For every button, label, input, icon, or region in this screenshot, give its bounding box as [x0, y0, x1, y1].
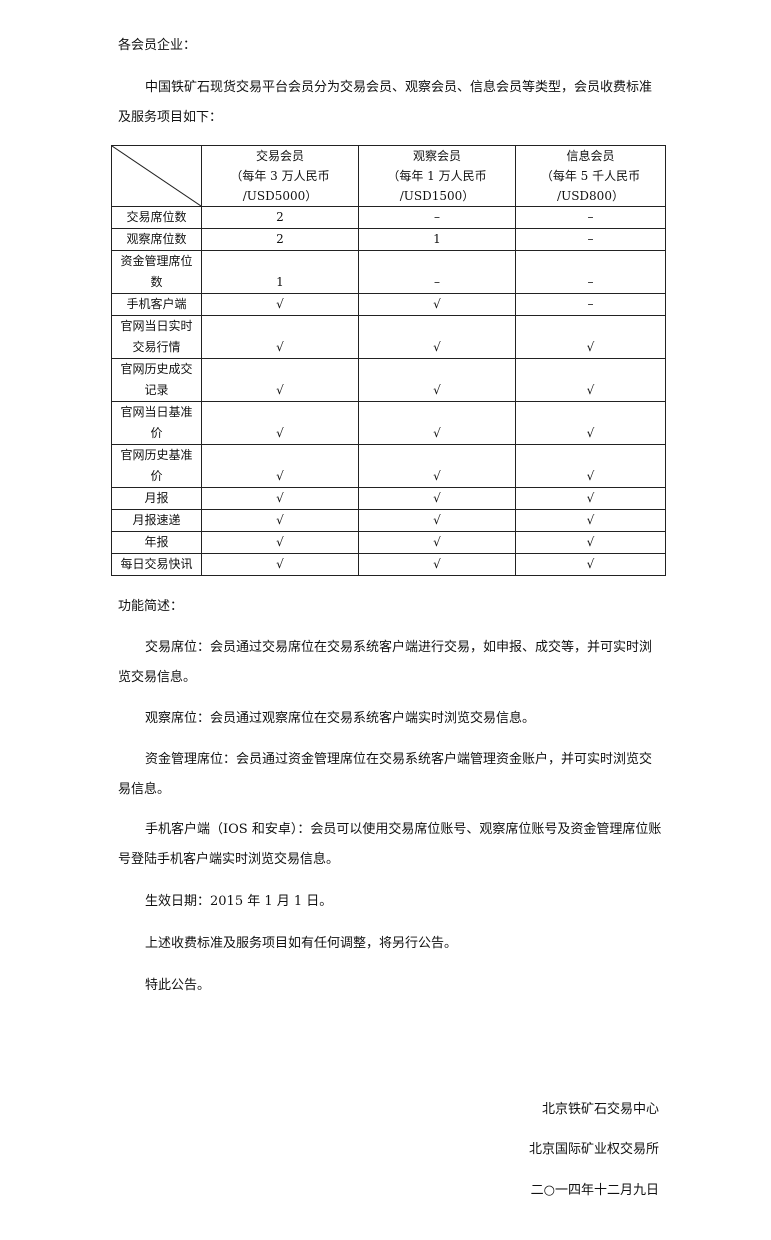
- row-label: 官网历史成交记录: [111, 358, 202, 402]
- row-label: 观察席位数: [111, 228, 202, 251]
- table-row: 月报 √ √ √: [111, 487, 666, 510]
- functions-heading: 功能简述：: [118, 599, 184, 614]
- table-cell: √: [358, 487, 516, 510]
- table-header-row: 交易会员 （每年 3 万人民币/USD5000） 观察会员 （每年 1 万人民币/U…: [111, 145, 666, 207]
- table-cell: √: [201, 358, 359, 402]
- table-cell: 2: [201, 228, 359, 251]
- table-row: 官网当日实时交易行情 √ √ √: [111, 315, 666, 359]
- row-label: 官网当日实时交易行情: [111, 315, 202, 359]
- table-cell: –: [515, 206, 666, 229]
- table-cell: √: [201, 531, 359, 554]
- paragraph-mobile-client: 手机客户端（IOS 和安卓）：会员可以使用交易席位账号、观察席位账号及资金管理席…: [118, 822, 662, 867]
- table-row: 年报 √ √ √: [111, 531, 666, 554]
- table-cell: –: [515, 228, 666, 251]
- table-cell: √: [358, 401, 516, 445]
- table-row: 每日交易快讯 √ √ √: [111, 553, 666, 576]
- salutation: 各会员企业：: [118, 38, 197, 53]
- table-cell: 2: [201, 206, 359, 229]
- row-label: 年报: [111, 531, 202, 554]
- table-row: 手机客户端 √ √ –: [111, 293, 666, 316]
- paragraph-fund-seat: 资金管理席位：会员通过资金管理席位在交易系统客户端管理资金账户，并可实时浏览交易…: [118, 752, 653, 797]
- column-header-observer-member: 观察会员 （每年 1 万人民币/USD1500）: [358, 145, 516, 207]
- paragraph-observer-seat: 观察席位：会员通过观察席位在交易系统客户端实时浏览交易信息。: [145, 711, 536, 726]
- table-row: 观察席位数 2 1–: [111, 228, 666, 251]
- paragraph-effective-date: 生效日期：2015 年 1 月 1 日。: [145, 894, 333, 909]
- column-fee-usd: /USD1500）: [399, 189, 475, 203]
- table-cell: 1: [358, 228, 516, 251]
- table-cell: 1: [201, 250, 359, 294]
- table-cell: √: [515, 444, 666, 488]
- table-cell: √: [515, 358, 666, 402]
- table-cell: √: [515, 315, 666, 359]
- table-row: 官网历史基准价 √ √ √: [111, 444, 666, 488]
- table-cell: √: [358, 315, 516, 359]
- row-label: 资金管理席位数: [111, 250, 202, 294]
- table-cell: √: [515, 553, 666, 576]
- table-cell: –: [515, 250, 666, 294]
- table-cell: √: [201, 444, 359, 488]
- paragraph-adjustment: 上述收费标准及服务项目如有任何调整，将另行公告。: [145, 936, 458, 951]
- table-cell: √: [515, 531, 666, 554]
- signature-org2: 北京国际矿业权交易所: [528, 1142, 659, 1157]
- table-cell: –: [358, 206, 516, 229]
- column-name: 观察会员: [412, 149, 461, 163]
- row-label: 交易席位数: [111, 206, 202, 229]
- column-fee: （每年 3 万人民币: [230, 169, 330, 183]
- table-cell: √: [358, 358, 516, 402]
- intro-paragraph: 中国铁矿石现货交易平台会员分为交易会员、观察会员、信息会员等类型，会员收费标准及…: [118, 80, 653, 125]
- membership-table: 交易会员 （每年 3 万人民币/USD5000） 观察会员 （每年 1 万人民币/U…: [111, 145, 666, 576]
- table-row: 月报速递 √ √ √: [111, 509, 666, 532]
- table-cell: √: [201, 553, 359, 576]
- signature-date: 二○一四年十二月九日: [530, 1183, 659, 1198]
- table-cell: √: [358, 293, 516, 316]
- table-cell: √: [201, 293, 359, 316]
- table-cell: √: [515, 487, 666, 510]
- table-row: 官网历史成交记录 √ √ √: [111, 358, 666, 402]
- table-cell: √: [515, 401, 666, 445]
- row-label: 月报速递: [111, 509, 202, 532]
- table-row: 交易席位数 2– –: [111, 206, 666, 229]
- column-header-trading-member: 交易会员 （每年 3 万人民币/USD5000）: [201, 145, 359, 207]
- paragraph-closing: 特此公告。: [145, 978, 211, 993]
- diagonal-corner-cell: [111, 145, 202, 207]
- row-label: 手机客户端: [111, 293, 202, 316]
- signature-org1: 北京铁矿石交易中心: [541, 1102, 659, 1117]
- row-label: 官网历史基准价: [111, 444, 202, 488]
- row-label: 月报: [111, 487, 202, 510]
- column-header-info-member: 信息会员 （每年 5 千人民币/USD800）: [515, 145, 666, 207]
- column-fee: （每年 1 万人民币: [387, 169, 487, 183]
- column-fee: （每年 5 千人民币: [540, 169, 641, 183]
- table-cell: √: [201, 401, 359, 445]
- column-name: 交易会员: [255, 149, 304, 163]
- table-cell: √: [201, 315, 359, 359]
- table-cell: √: [358, 553, 516, 576]
- table-cell: √: [358, 444, 516, 488]
- table-cell: –: [515, 293, 666, 316]
- table-cell: √: [201, 487, 359, 510]
- column-fee-usd: /USD800）: [557, 189, 624, 203]
- table-cell: √: [201, 509, 359, 532]
- table-cell: √: [358, 509, 516, 532]
- row-label: 每日交易快讯: [111, 553, 202, 576]
- column-name: 信息会员: [566, 149, 615, 163]
- column-fee-usd: /USD5000）: [242, 189, 318, 203]
- table-cell: √: [358, 531, 516, 554]
- table-cell: –: [358, 250, 516, 294]
- row-label: 官网当日基准价: [111, 401, 202, 445]
- table-cell: √: [515, 509, 666, 532]
- table-row: 官网当日基准价 √ √ √: [111, 401, 666, 445]
- table-row: 资金管理席位数 1– –: [111, 250, 666, 294]
- paragraph-trading-seat: 交易席位：会员通过交易席位在交易系统客户端进行交易，如申报、成交等，并可实时浏览…: [118, 640, 653, 685]
